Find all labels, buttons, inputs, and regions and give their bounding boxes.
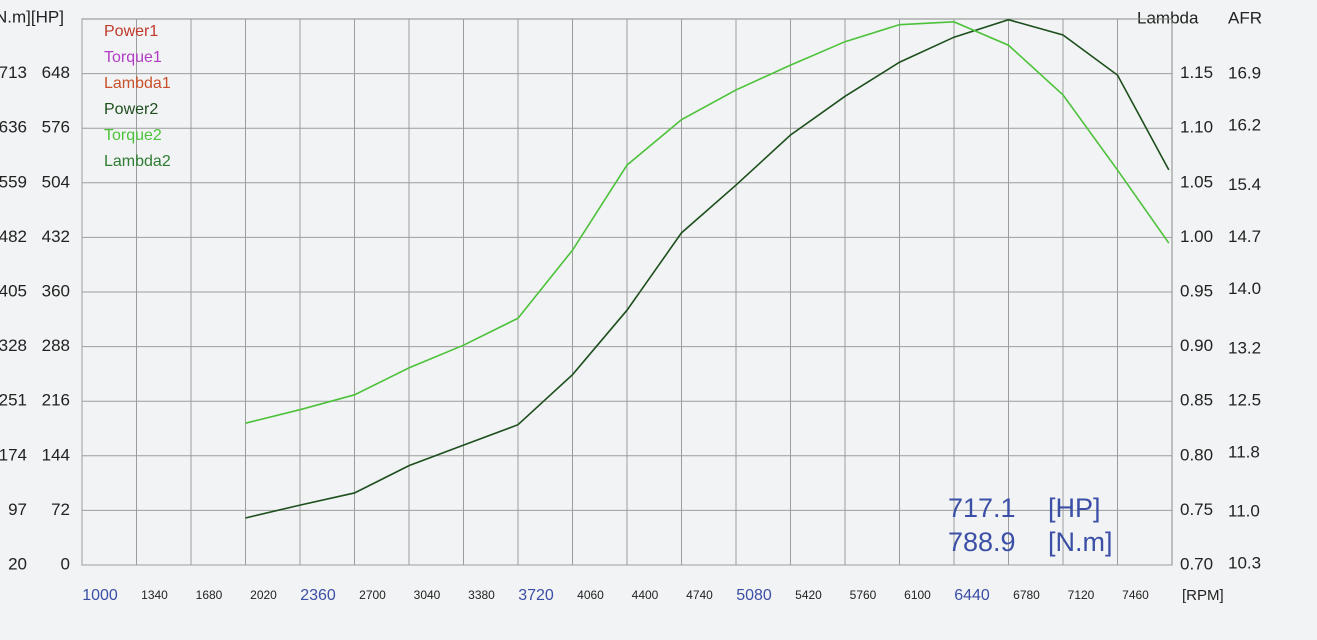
y3-tick-label: 16.2 [1228, 115, 1261, 134]
legend-entry: Power1 [104, 23, 158, 40]
x-tick-label: 2020 [250, 588, 277, 602]
y3-tick-label: 15.4 [1228, 175, 1261, 194]
x-tick-label: 6440 [954, 587, 990, 604]
series-line [245, 21, 1170, 424]
y3-label: AFR [1228, 8, 1262, 27]
legend-entry: Lambda1 [104, 75, 171, 92]
y-nm-tick-label: 20 [8, 554, 27, 573]
y-tick-label: 144 [42, 445, 70, 464]
y-label: N.m][HP] [0, 7, 64, 26]
y-tick-label: 0 [61, 554, 70, 573]
y2-tick-label: 0.80 [1180, 445, 1213, 464]
x-tick-label: 5420 [795, 588, 822, 602]
x-tick-label: 2700 [359, 588, 386, 602]
x-tick-label: 3380 [468, 588, 495, 602]
y-nm-tick-label: 482 [0, 227, 27, 246]
y2-tick-label: 1.00 [1180, 227, 1213, 246]
y3-tick-label: 14.7 [1228, 227, 1261, 246]
x-tick-label: 3040 [414, 588, 441, 602]
y-tick-label: 504 [42, 172, 70, 191]
y-nm-tick-label: 636 [0, 118, 27, 137]
x-tick-label: 4060 [577, 588, 604, 602]
x-tick-label: 4740 [686, 588, 713, 602]
x-tick-label: 1000 [82, 587, 118, 604]
x-tick-label: 6100 [904, 588, 931, 602]
x-tick-label: 5760 [850, 588, 877, 602]
readout-unit: [N.m] [1048, 527, 1113, 557]
y-nm-tick-label: 97 [8, 500, 27, 519]
y2-tick-label: 0.90 [1180, 336, 1213, 355]
y2-tick-label: 0.75 [1180, 500, 1213, 519]
y2-tick-label: 1.10 [1180, 118, 1213, 137]
y-nm-tick-label: 713 [0, 63, 27, 82]
x-tick-label: 4400 [632, 588, 659, 602]
legend-entry: Power2 [104, 101, 158, 118]
y-nm-tick-label: 174 [0, 445, 27, 464]
x-tick-label: 1340 [141, 588, 168, 602]
y2-tick-label: 1.15 [1180, 63, 1213, 82]
readout-value: 788.9 [948, 527, 1016, 557]
y3-tick-label: 11.0 [1228, 502, 1260, 521]
y3-tick-label: 12.5 [1228, 390, 1261, 409]
x-tick-label: 2360 [300, 587, 336, 604]
y3-tick-label: 11.8 [1228, 442, 1260, 461]
y2-tick-label: 0.95 [1180, 281, 1213, 300]
y-tick-label: 72 [51, 500, 70, 519]
readout-value: 717.1 [948, 493, 1016, 523]
y-nm-tick-label: 251 [0, 391, 27, 410]
y-tick-label: 648 [42, 63, 70, 82]
x-label: [RPM] [1182, 587, 1224, 604]
y3-tick-label: 10.3 [1228, 554, 1261, 573]
x-tick-label: 7120 [1068, 588, 1095, 602]
legend-entry: Torque2 [104, 127, 162, 144]
y2-tick-label: 1.05 [1180, 172, 1213, 191]
y-nm-tick-label: 405 [0, 281, 27, 300]
y2-tick-label: 0.85 [1180, 391, 1213, 410]
y-tick-label: 216 [42, 391, 70, 410]
y-tick-label: 360 [42, 281, 70, 300]
series-line [245, 18, 1170, 519]
y-nm-tick-label: 559 [0, 172, 27, 191]
x-tick-label: 6780 [1013, 588, 1040, 602]
x-tick-label: 5080 [736, 587, 772, 604]
y3-tick-label: 13.2 [1228, 338, 1261, 357]
legend-entry: Torque1 [104, 49, 162, 66]
y-tick-label: 288 [42, 336, 70, 355]
x-tick-label: 3720 [518, 587, 554, 604]
y-tick-label: 576 [42, 118, 70, 137]
x-tick-label: 1680 [196, 588, 223, 602]
y3-tick-label: 16.9 [1228, 63, 1261, 82]
y-nm-tick-label: 328 [0, 336, 27, 355]
readout-unit: [HP] [1048, 493, 1101, 523]
legend-entry: Lambda2 [104, 153, 171, 170]
y-tick-label: 432 [42, 227, 70, 246]
x-tick-label: 7460 [1122, 588, 1149, 602]
y3-tick-label: 14.0 [1228, 279, 1261, 298]
y2-label: Lambda [1137, 8, 1199, 27]
y2-tick-label: 0.70 [1180, 554, 1213, 573]
